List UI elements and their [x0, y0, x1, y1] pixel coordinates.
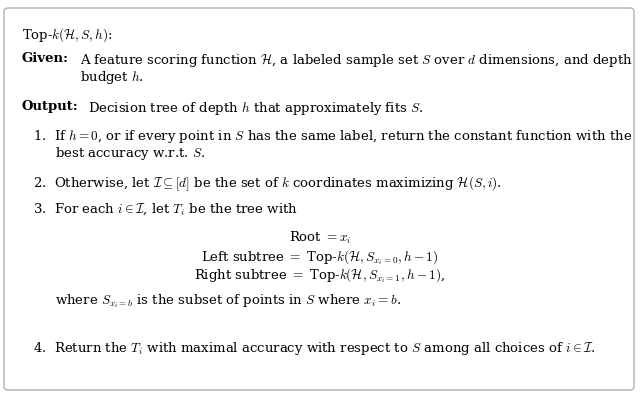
Text: Right subtree $=$ Top-$k(\mathcal{H}, S_{x_i=1}, h-1)$,: Right subtree $=$ Top-$k(\mathcal{H}, S_… [195, 266, 445, 285]
Text: Left subtree $=$ Top-$k(\mathcal{H}, S_{x_i=0}, h-1)$: Left subtree $=$ Top-$k(\mathcal{H}, S_{… [202, 248, 438, 267]
Text: Decision tree of depth $h$ that approximately fits $S$.: Decision tree of depth $h$ that approxim… [88, 100, 424, 117]
Text: where $S_{x_i=b}$ is the subset of points in $S$ where $x_i = b$.: where $S_{x_i=b}$ is the subset of point… [55, 292, 401, 310]
Text: 4.  Return the $T_i$ with maximal accuracy with respect to $S$ among all choices: 4. Return the $T_i$ with maximal accurac… [33, 340, 596, 357]
Text: Given:: Given: [22, 52, 69, 65]
Text: 2.  Otherwise, let $\mathcal{I} \subseteq [d]$ be the set of $k$ coordinates max: 2. Otherwise, let $\mathcal{I} \subseteq… [33, 174, 502, 193]
Text: Root $= x_i$: Root $= x_i$ [289, 230, 351, 246]
Text: budget $h$.: budget $h$. [80, 69, 144, 86]
Text: 3.  For each $i \in \mathcal{I}$, let $T_i$ be the tree with: 3. For each $i \in \mathcal{I}$, let $T_… [33, 202, 298, 217]
Text: Output:: Output: [22, 100, 79, 113]
Text: A feature scoring function $\mathcal{H}$, a labeled sample set $S$ over $d$ dime: A feature scoring function $\mathcal{H}$… [80, 52, 632, 69]
FancyBboxPatch shape [4, 8, 634, 390]
Text: best accuracy w.r.t. $S$.: best accuracy w.r.t. $S$. [55, 145, 205, 162]
Text: 1.  If $h = 0$, or if every point in $S$ has the same label, return the constant: 1. If $h = 0$, or if every point in $S$ … [33, 128, 632, 145]
Text: Top-$k(\mathcal{H}, S, h)$:: Top-$k(\mathcal{H}, S, h)$: [22, 26, 113, 44]
